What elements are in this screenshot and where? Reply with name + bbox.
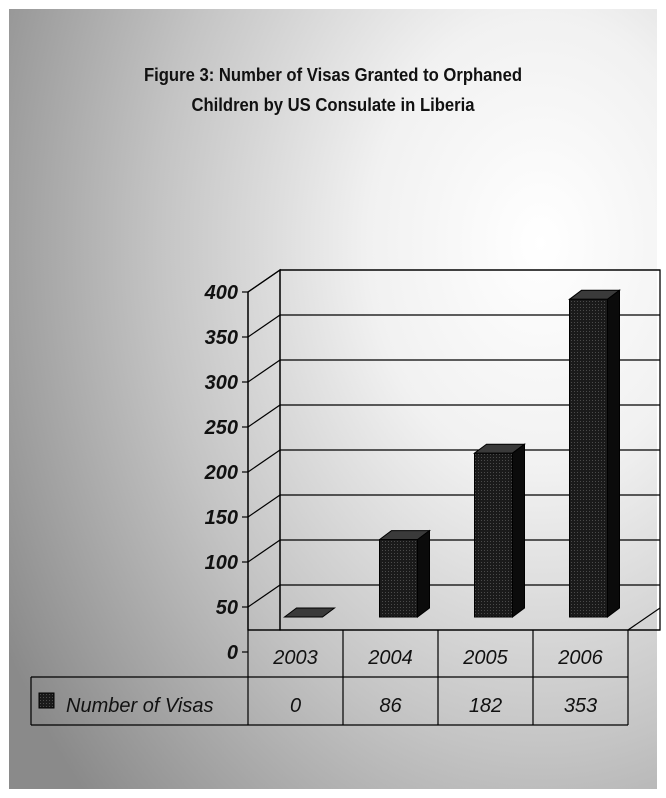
gridline-side <box>247 539 281 563</box>
bar <box>378 529 431 618</box>
x-tick-label: 2005 <box>462 647 508 669</box>
y-tick-label: 300 <box>205 372 238 394</box>
bar-front <box>379 539 418 618</box>
bar <box>473 443 526 618</box>
chart-background <box>9 9 657 789</box>
y-tick-label: 100 <box>205 552 238 574</box>
bar-front <box>474 452 513 618</box>
x-tick-label: 2003 <box>272 647 318 669</box>
bars <box>283 289 621 618</box>
data-label: 182 <box>469 695 502 717</box>
gridline-side <box>247 584 281 608</box>
y-tick-label: 400 <box>204 282 238 304</box>
y-axis: 0 50 100 150 200 250 300 350 400 <box>204 282 249 664</box>
chart-title: Figure 3: Number of Visas Granted to Orp… <box>143 64 523 115</box>
y-tick-label: 50 <box>216 597 238 619</box>
data-table: 2003 0 2004 86 2005 182 2006 353 Number of Visas <box>30 607 661 726</box>
data-label: 0 <box>290 695 301 717</box>
data-label: 353 <box>564 695 597 717</box>
x-tick-label: 2004 <box>367 647 413 669</box>
y-tick-label: 0 <box>227 642 238 664</box>
gridline-side <box>247 404 281 428</box>
bar-side <box>607 289 620 618</box>
gridline-side <box>247 359 281 383</box>
y-tick-label: 200 <box>204 462 238 484</box>
bar-side <box>512 443 525 618</box>
table-rule <box>627 607 661 631</box>
data-label: 86 <box>379 695 402 717</box>
bar <box>568 289 621 618</box>
gridline-side <box>247 449 281 473</box>
gridline-side <box>247 269 281 293</box>
side-wall <box>247 268 281 631</box>
y-tick-label: 350 <box>205 327 238 349</box>
bar-front <box>569 298 608 618</box>
legend-label: Number of Visas <box>66 695 213 717</box>
y-tick-label: 150 <box>205 507 238 529</box>
bar-side <box>417 529 430 618</box>
x-tick-label: 2006 <box>557 647 603 669</box>
gridline-side <box>247 494 281 518</box>
y-tick-label: 250 <box>204 417 238 439</box>
gridline-side <box>247 314 281 338</box>
bar-top <box>283 607 336 618</box>
bar <box>283 607 336 618</box>
legend-swatch <box>38 692 55 709</box>
